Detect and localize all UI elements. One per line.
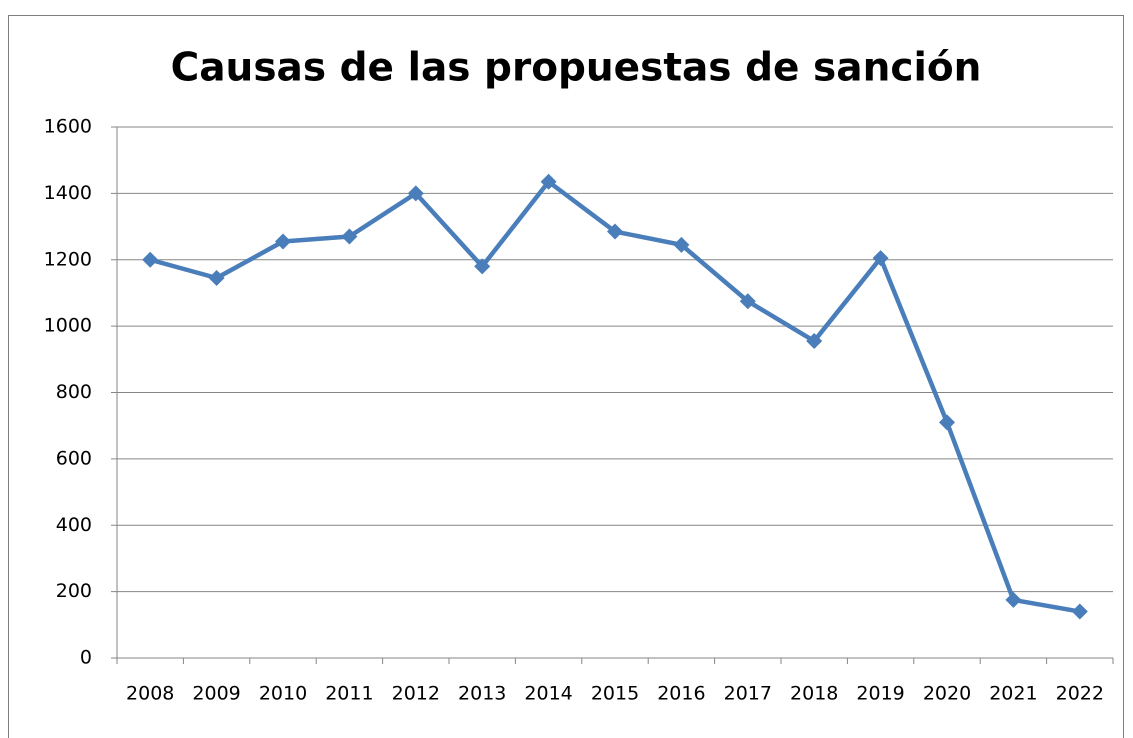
y-tick-label: 400 <box>56 514 92 536</box>
marker <box>872 250 889 267</box>
marker <box>540 173 557 190</box>
x-tick-label: 2015 <box>591 683 639 705</box>
chart-frame <box>8 15 1124 738</box>
x-tick-label: 2008 <box>126 683 174 705</box>
y-tick-label: 800 <box>56 381 92 403</box>
marker <box>607 223 623 240</box>
marker <box>1005 591 1022 608</box>
x-tick-label: 2020 <box>923 683 971 705</box>
x-tick-label: 2010 <box>259 683 307 705</box>
y-tick-label: 600 <box>56 447 92 469</box>
x-tick-label: 2012 <box>392 683 440 705</box>
x-tick-label: 2022 <box>1056 683 1104 705</box>
line <box>149 179 1081 614</box>
marker <box>673 236 690 253</box>
y-tick-label: 1400 <box>44 182 92 204</box>
x-tick-label: 2021 <box>989 683 1037 705</box>
marker <box>739 293 756 310</box>
marker <box>275 233 291 250</box>
marker <box>939 414 955 431</box>
x-tick-label: 2014 <box>524 683 572 705</box>
marker <box>407 185 424 202</box>
marker <box>806 333 823 350</box>
x-tick-label: 2017 <box>724 683 772 705</box>
x-tick-label: 2019 <box>856 683 904 705</box>
x-tick-label: 2018 <box>790 683 838 705</box>
marker <box>208 270 225 287</box>
x-tick-label: 2009 <box>192 683 240 705</box>
marker <box>1071 603 1088 620</box>
x-tick-label: 2011 <box>325 683 373 705</box>
marker <box>474 258 491 275</box>
x-tick-label: 2016 <box>657 683 705 705</box>
marker <box>341 228 358 245</box>
y-tick-label: 0 <box>80 647 92 669</box>
y-tick-label: 200 <box>56 580 92 602</box>
marker <box>142 251 159 268</box>
y-tick-label: 1600 <box>44 116 92 138</box>
chart-title: Causas de las propuestas de sanción <box>171 46 982 91</box>
x-tick-label: 2013 <box>458 683 506 705</box>
y-tick-label: 1000 <box>44 315 92 337</box>
y-tick-label: 1200 <box>44 248 92 270</box>
